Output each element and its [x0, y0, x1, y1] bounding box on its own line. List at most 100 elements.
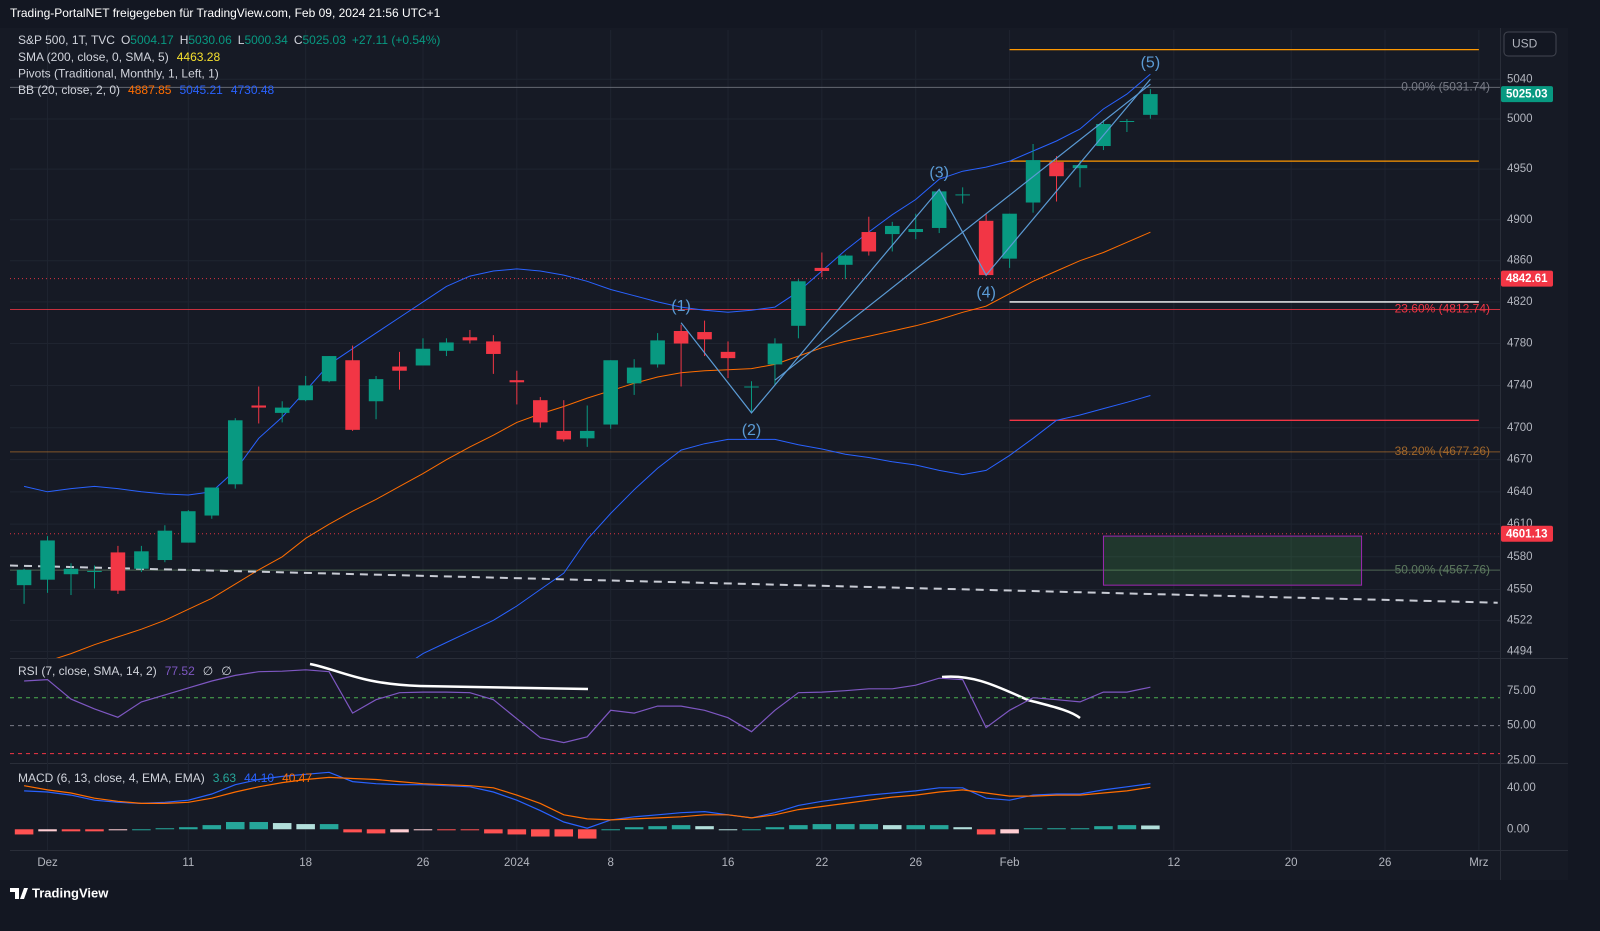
x-tick-label: 11 [182, 857, 194, 869]
histogram-bar [413, 829, 433, 831]
histogram-bar [38, 829, 57, 832]
histogram-bar [648, 826, 667, 830]
candle-body [978, 220, 994, 276]
y-tick-label: 4860 [1507, 255, 1533, 267]
legend-item: ∅ [221, 664, 231, 678]
histogram-bar [85, 829, 104, 832]
candle-body [603, 360, 618, 425]
wave-label: (2) [742, 422, 762, 439]
legend-item: 40.47 [282, 771, 312, 785]
candle-body [556, 430, 572, 440]
candle-body [908, 228, 924, 233]
candle-body [1119, 121, 1135, 123]
macd-pane [14, 771, 1160, 839]
brand: TradingView [32, 885, 109, 900]
candle-body [321, 356, 337, 382]
candle-body [838, 255, 853, 265]
x-tick-label: 26 [909, 857, 922, 869]
candle-body [673, 331, 689, 344]
brand-logo [10, 888, 28, 899]
legend-item: S&P 500, 1T, TVC [18, 33, 115, 47]
price-pane: 0.00% (5031.74) 23.60% (4812.74) 38.20% (4… [10, 48, 1500, 658]
x-tick-label: 8 [607, 857, 613, 869]
currency-label[interactable]: USD [1512, 37, 1538, 51]
candle-body [204, 487, 220, 516]
candle-body [298, 385, 313, 401]
candle-body [181, 511, 196, 543]
histogram-bar [695, 826, 714, 830]
bb-line [55, 231, 1151, 658]
wave-label: (5) [1141, 54, 1161, 71]
price-badge [1501, 86, 1553, 103]
legend-item: 4887.85 [128, 83, 172, 97]
trendline [10, 564, 1498, 604]
histogram-bar [296, 824, 315, 830]
histogram-bar [202, 825, 222, 830]
histogram-bar [742, 829, 761, 831]
legend-item: 5030.06 [188, 33, 232, 47]
legend-item: BB (20, close, 2, 0) [18, 83, 120, 97]
legend-row: S&P 500, 1T, TVC O5004.17 H5030.06 L5000.34… [18, 33, 440, 47]
x-tick-label: 18 [299, 857, 312, 869]
y-tick-label: 40.00 [1507, 782, 1536, 794]
histogram-bar [390, 829, 409, 833]
histogram-bar [859, 824, 879, 830]
histogram-bar [132, 829, 151, 831]
histogram-bar [366, 829, 386, 834]
candle-body [345, 360, 360, 430]
histogram-bar [812, 824, 832, 830]
histogram-bar [718, 829, 738, 831]
y-tick-label: 25.00 [1507, 755, 1536, 767]
candle-body [533, 400, 548, 423]
candle-body [1072, 165, 1088, 169]
freehand-drawing [309, 662, 589, 691]
histogram-bar [624, 827, 644, 830]
histogram-bar [437, 829, 456, 831]
legend-item: 4730.48 [231, 83, 275, 97]
candle-body [767, 343, 783, 365]
currency-button[interactable] [1503, 31, 1557, 57]
histogram-bar [108, 829, 128, 831]
x-tick-label: 12 [1167, 857, 1180, 869]
histogram-bar [179, 827, 198, 830]
candle-body [579, 430, 595, 439]
histogram-bar [1000, 829, 1019, 834]
candle-body [884, 225, 900, 235]
candle-body [509, 380, 525, 383]
legend-item: 5004.17 [130, 33, 174, 47]
legend-item: 3.63 [213, 771, 237, 785]
candle-body [16, 569, 32, 586]
legend: S&P 500, 1T, TVC O5004.17 H5030.06 L5000.34… [18, 33, 440, 785]
histogram-bar [61, 829, 81, 832]
candle-body [791, 281, 806, 326]
macd-line [23, 776, 1151, 821]
price-badge-label: 5025.03 [1506, 89, 1548, 101]
candle-body [955, 194, 970, 196]
candle-body [63, 568, 79, 575]
price-badge [1501, 525, 1553, 542]
macd-line [24, 771, 1151, 829]
histogram-bar [836, 824, 855, 830]
x-tick-label: 2024 [504, 857, 530, 869]
candle-body [931, 191, 947, 228]
legend-row: Pivots (Traditional, Monthly, 1, Left, 1… [18, 67, 219, 81]
y-tick-label: 4780 [1507, 338, 1533, 350]
y-tick-label: 4640 [1507, 486, 1533, 498]
y-tick-label: 75.00 [1507, 685, 1536, 697]
x-tick-label: 26 [1379, 857, 1392, 869]
legend-item: L [238, 33, 245, 47]
grid [10, 30, 1500, 850]
histogram-bar [1023, 828, 1043, 830]
price-badge-label: 4842.61 [1506, 273, 1548, 285]
histogram-bar [882, 825, 902, 830]
y-tick-label: 4522 [1507, 614, 1533, 626]
y-tick-label: 4580 [1507, 551, 1533, 563]
histogram-bar [249, 822, 268, 830]
y-tick-label: 4740 [1507, 379, 1533, 391]
histogram-bar [225, 822, 245, 830]
right-strip [1568, 28, 1600, 880]
y-tick-label: 5040 [1507, 73, 1533, 85]
candle-body [415, 348, 431, 366]
